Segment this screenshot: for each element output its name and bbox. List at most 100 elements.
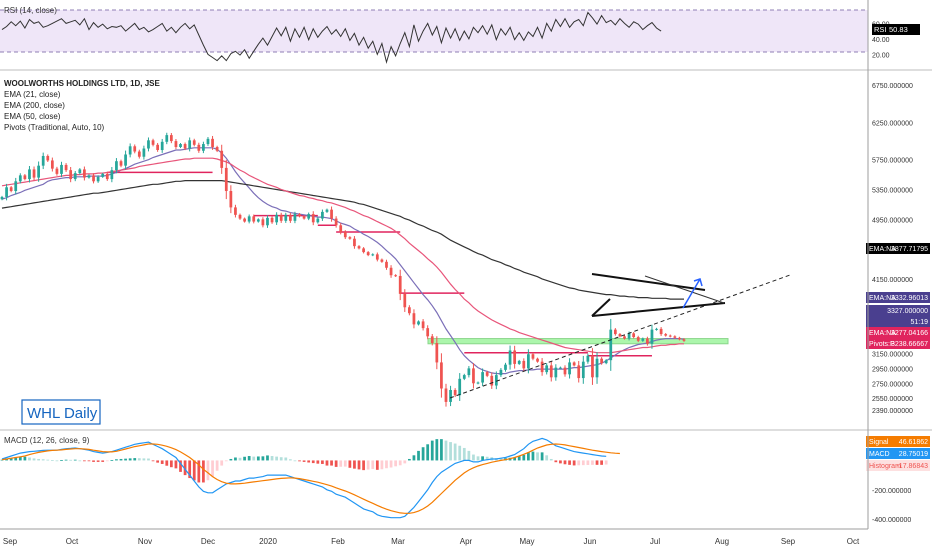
candle-body: [160, 141, 164, 151]
candle-body: [311, 214, 315, 223]
macd-value-tag: [866, 448, 930, 459]
macd-histogram-bar: [220, 460, 224, 466]
macd-histogram-bar: [202, 460, 205, 483]
macd-histogram-bar: [311, 460, 315, 464]
macd-histogram-bar: [183, 460, 187, 476]
candle-body: [595, 358, 599, 378]
macd-histogram-bar: [266, 455, 269, 461]
macd-histogram-bar: [380, 460, 384, 470]
annotation-text: WHL Daily: [27, 405, 98, 422]
price-tick-label: 2950.000000: [872, 366, 913, 373]
price-tag-name: EMA:NA: [869, 295, 896, 302]
macd-histogram-bar: [234, 457, 237, 461]
candle-body: [87, 175, 91, 178]
macd-value-tag: [866, 436, 930, 447]
macd-tick-label: -200.000000: [872, 488, 911, 495]
macd-histogram-bar: [50, 460, 54, 461]
candle-body: [430, 336, 434, 344]
macd-histogram-bar: [426, 444, 430, 461]
legend-ema200: EMA (200, close): [4, 101, 65, 110]
price-tag-value: 3238.66667: [891, 341, 928, 348]
macd-histogram-bar: [357, 460, 361, 470]
candle-body: [646, 338, 649, 344]
candle-body: [554, 367, 558, 378]
macd-histogram-bar: [252, 456, 256, 461]
price-value-tag: [866, 316, 930, 327]
rsi-value-label: 50.83: [889, 25, 908, 34]
ema-line: [1, 180, 684, 300]
macd-histogram-bar: [288, 459, 292, 461]
candle-body: [581, 361, 585, 379]
time-axis-label: Jun: [584, 537, 597, 546]
macd-histogram-bar: [105, 460, 109, 462]
rsi-tag-name: RSI: [874, 25, 887, 34]
macd-histogram-bar: [389, 460, 393, 468]
candle-body: [270, 217, 274, 223]
macd-histogram-bar: [156, 460, 159, 463]
macd-histogram-bar: [595, 460, 599, 465]
macd-histogram-bar: [499, 458, 503, 461]
candle-body: [73, 173, 77, 180]
triangle-lower-line: [591, 302, 726, 317]
macd-histogram-bar: [440, 439, 443, 461]
macd-histogram-bar: [55, 460, 59, 462]
macd-histogram-bar: [476, 456, 480, 461]
macd-histogram-bar: [197, 460, 201, 483]
macd-histogram-bar: [549, 458, 553, 461]
candle-body: [394, 275, 398, 277]
candle-body: [385, 261, 388, 268]
macd-tag-name: Histogram: [869, 463, 901, 470]
price-tick-label: 3150.000000: [872, 351, 913, 358]
time-axis-label: May: [519, 537, 534, 546]
macd-histogram-bar: [371, 460, 375, 469]
price-value-tag: [866, 243, 930, 254]
candle-body: [513, 350, 517, 364]
macd-tag-value: 28.75019: [899, 451, 928, 458]
macd-histogram-bar: [600, 460, 603, 465]
candle-body: [357, 246, 361, 249]
candle-body: [238, 214, 242, 219]
candle-body: [682, 339, 686, 341]
macd-histogram-bar: [293, 460, 297, 462]
candle-body: [467, 368, 471, 376]
candle-body: [559, 367, 562, 369]
candle-body: [527, 354, 530, 369]
macd-histogram-bar: [165, 460, 169, 466]
candle-body: [508, 350, 512, 365]
macd-histogram-bar: [403, 460, 407, 464]
candle-body: [151, 140, 155, 145]
macd-tag-value: 46.61862: [899, 439, 928, 446]
macd-histogram-bar: [5, 458, 8, 461]
candle-body: [293, 214, 297, 221]
macd-title: MACD (12, 26, close, 9): [4, 436, 90, 445]
macd-histogram-bar: [69, 459, 73, 461]
candle-body: [215, 147, 219, 151]
macd-histogram-bar: [96, 460, 100, 462]
macd-histogram-bar: [151, 460, 155, 462]
rsi-value-tag: [872, 24, 920, 35]
macd-histogram-bar: [142, 458, 146, 461]
candle-body: [119, 161, 123, 166]
candle-body: [375, 254, 379, 260]
macd-tick-label: -400.000000: [872, 517, 911, 524]
candle-body: [330, 209, 333, 219]
candle-body: [380, 259, 384, 262]
macd-histogram-bar: [46, 459, 50, 461]
price-tick-label: 2550.000000: [872, 396, 913, 403]
candle-body: [613, 329, 617, 335]
macd-value-tag: [866, 460, 930, 471]
macd-histogram-bar: [339, 460, 343, 467]
candle-body: [229, 191, 233, 208]
candle-body: [586, 355, 590, 362]
candle-body: [174, 141, 178, 148]
candle-body: [668, 335, 672, 337]
macd-histogram-bar: [307, 460, 311, 463]
time-axis-label: Apr: [460, 537, 473, 546]
macd-histogram-bar: [554, 460, 558, 463]
candle-body: [440, 362, 443, 389]
macd-histogram-bar: [394, 460, 398, 467]
candle-body: [577, 365, 581, 379]
macd-pane: MACD (12, 26, close, 9) -400.000000 -200.…: [0, 436, 930, 524]
candle-body: [389, 267, 393, 276]
